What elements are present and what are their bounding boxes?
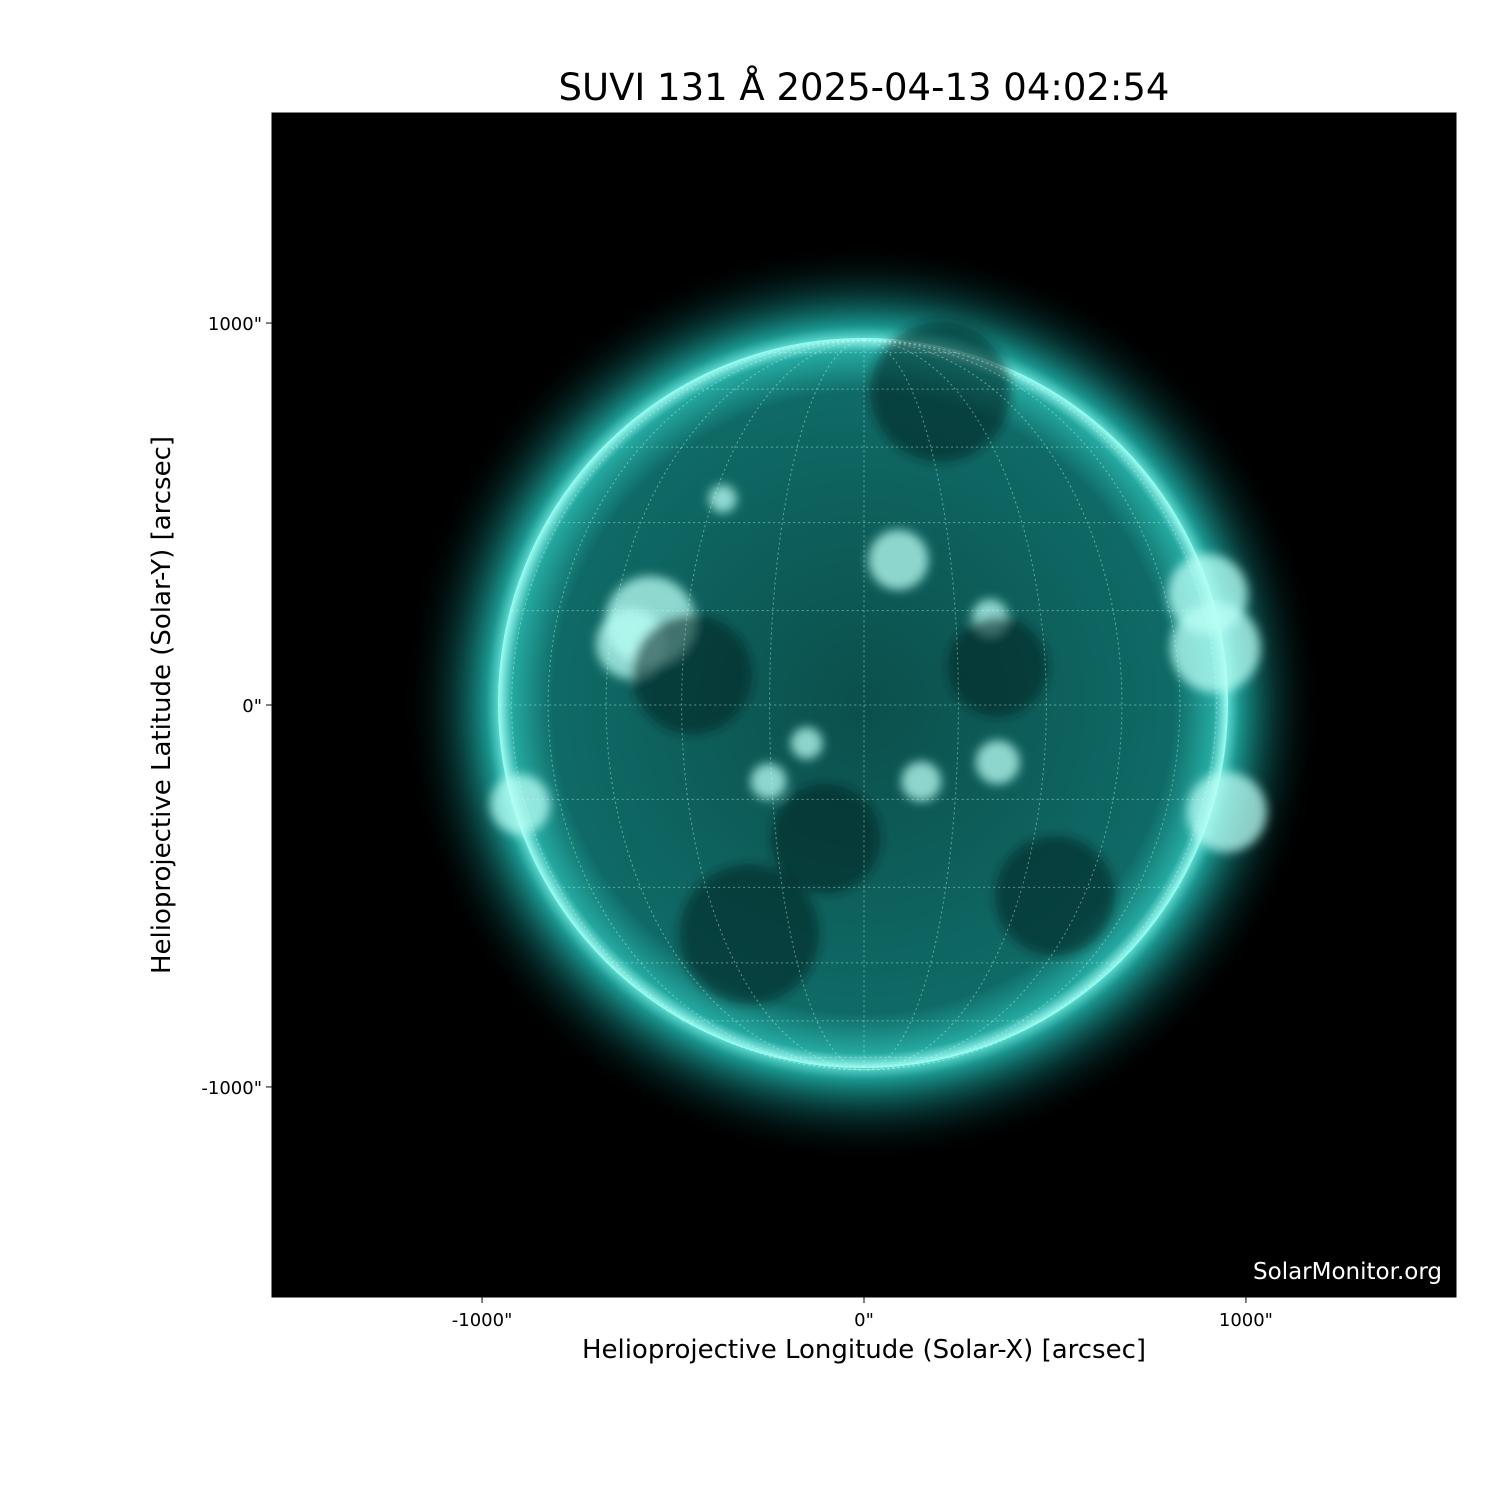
- y-tick-label: -1000": [201, 1078, 262, 1099]
- dark-region: [994, 835, 1115, 956]
- active-regions: [490, 321, 1267, 1005]
- x-axis-label: Helioprojective Longitude (Solar-X) [arc…: [581, 1335, 1147, 1365]
- dark-region: [947, 616, 1048, 717]
- dark-region: [870, 321, 1011, 462]
- y-tick-label: 0": [242, 696, 262, 717]
- longitude-line: [547, 339, 865, 1071]
- bright-region: [975, 740, 1020, 785]
- chart-title: SUVI 131 Å 2025-04-13 04:02:54: [558, 66, 1170, 109]
- longitude-line: [863, 339, 1047, 1071]
- dark-region: [632, 614, 753, 735]
- x-tick-label: 1000": [1219, 1310, 1273, 1331]
- dark-region: [679, 864, 820, 1005]
- axis-ticks: -1000" 0" 1000" 1000" 0" -1000": [201, 314, 1273, 1331]
- x-tick-label: 0": [854, 1310, 874, 1331]
- y-tick-label: 1000": [208, 314, 262, 335]
- x-tick-label: -1000": [452, 1310, 513, 1331]
- bright-region: [750, 763, 787, 800]
- longitude-line: [681, 339, 865, 1071]
- longitude-line: [769, 339, 865, 1071]
- bright-region: [868, 529, 929, 590]
- bright-region: [1186, 771, 1267, 852]
- heliographic-grid: [499, 339, 1229, 1071]
- y-axis-label: Helioprojective Latitude (Solar-Y) [arcs…: [147, 435, 177, 975]
- watermark: SolarMonitor.org: [1253, 1259, 1442, 1285]
- bright-region: [490, 774, 551, 835]
- bright-region: [901, 761, 942, 802]
- bright-region: [1170, 602, 1261, 693]
- longitude-line: [863, 339, 1217, 1071]
- dark-region: [770, 783, 881, 894]
- longitude-line: [863, 339, 959, 1071]
- bright-region: [708, 484, 737, 513]
- longitude-line: [863, 339, 1181, 1071]
- bright-region: [790, 727, 823, 760]
- longitude-line: [511, 339, 865, 1071]
